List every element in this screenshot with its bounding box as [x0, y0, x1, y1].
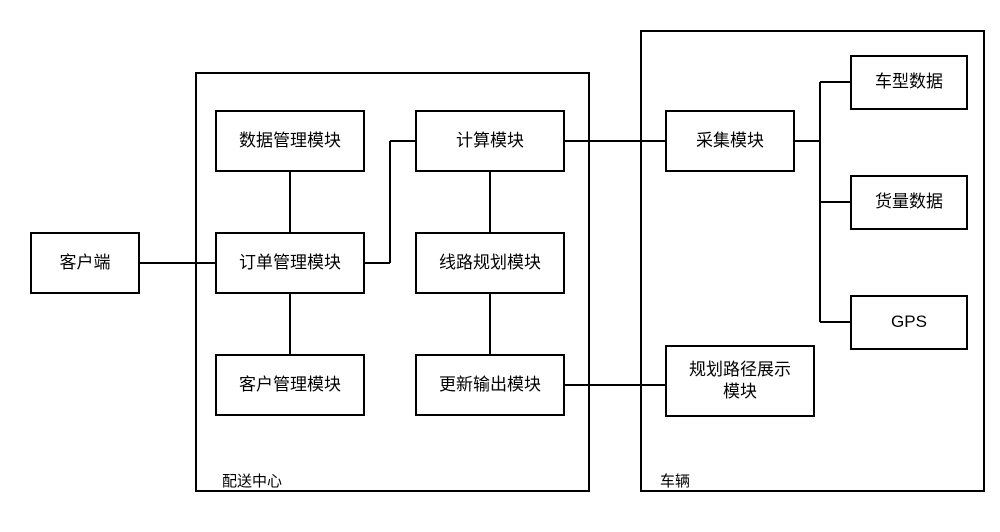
diagram-canvas: 配送中心 车辆 客户端 数据管理模块订单管理模块客户管理模块 计算模块线路规划模块更新输… [0, 0, 1000, 532]
node-client: 客户端 [30, 232, 140, 294]
node-collect: 采集模块 [665, 110, 795, 172]
container-label-vehicle: 车辆 [660, 470, 690, 491]
node-route-plan: 线路规划模块 [415, 232, 565, 294]
node-data-mgmt: 数据管理模块 [215, 110, 365, 172]
node-cust-mgmt: 客户管理模块 [215, 354, 365, 416]
node-order-mgmt: 订单管理模块 [215, 232, 365, 294]
node-gps: GPS [850, 295, 968, 350]
container-label-dist-center: 配送中心 [222, 470, 282, 491]
node-cargo-data: 货量数据 [850, 175, 968, 230]
node-calc: 计算模块 [415, 110, 565, 172]
node-update-out: 更新输出模块 [415, 354, 565, 416]
node-car-type: 车型数据 [850, 55, 968, 110]
node-route-display: 规划路径展示模块 [665, 345, 815, 417]
